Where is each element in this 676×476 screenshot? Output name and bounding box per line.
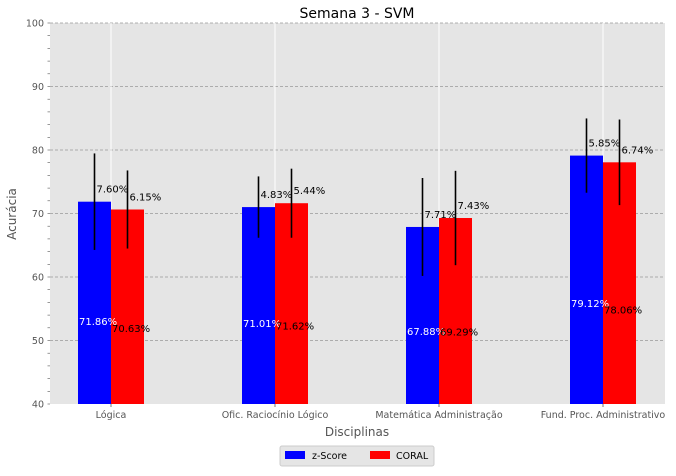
error-value-label: 7.60% [97, 185, 129, 196]
error-value-label: 5.85% [589, 139, 621, 150]
y-tick-label: 40 [32, 400, 44, 411]
bar-value-label: 67.88% [407, 327, 445, 338]
chart-title: Semana 3 - SVM [299, 6, 414, 22]
x-axis-label: Disciplinas [325, 425, 389, 439]
error-value-label: 7.43% [458, 201, 490, 212]
bar-value-label: 79.12% [571, 299, 609, 310]
x-tick-label: Matemática Administração [375, 410, 502, 421]
data-labels-layer: 71.86% 7.60% 71.01% 4.83% 67.88% 7.71% 79.12% 5… [79, 139, 653, 339]
y-axis-label: Acurácia [5, 188, 19, 240]
x-tick-label: Fund. Proc. Administrativo [541, 410, 666, 421]
legend: z-Score CORAL [279, 445, 435, 467]
legend-swatch-z-score [285, 451, 305, 459]
bar-value-label: 71.86% [79, 317, 117, 328]
bar-value-label: 78.06% [604, 306, 642, 317]
bars-layer [78, 155, 636, 404]
y-tick-label: 50 [32, 336, 44, 347]
bar-value-label: 71.62% [276, 322, 314, 333]
legend-box [279, 445, 435, 467]
error-bars-layer [93, 118, 621, 276]
error-value-label: 5.44% [294, 186, 326, 197]
bar-z-score [570, 155, 603, 404]
legend-label-coral: CORAL [396, 451, 429, 462]
bar-value-label: 71.01% [243, 319, 281, 330]
bar-value-label: 70.63% [112, 324, 150, 335]
bar-value-label: 69.29% [440, 327, 478, 338]
legend-label-z-score: z-Score [312, 451, 347, 462]
y-tick-label: 100 [26, 19, 44, 30]
bar-z-score [242, 207, 275, 404]
error-value-label: 6.15% [130, 192, 162, 203]
y-tick-label: 60 [32, 273, 44, 284]
legend-swatch-coral [370, 451, 390, 459]
error-value-label: 6.74% [622, 145, 654, 156]
error-value-label: 4.83% [261, 190, 293, 201]
x-tick-label: Ofic. Raciocínio Lógico [222, 410, 329, 421]
y-tick-label: 90 [32, 82, 44, 93]
y-tick-label: 80 [32, 146, 44, 157]
axis-layer: 40 50 60 70 80 90 100 Lógica Ofic. Raciocínio Ló… [26, 19, 666, 422]
y-tick-label: 70 [32, 209, 44, 220]
error-value-label: 7.71% [425, 210, 457, 221]
x-tick-label: Lógica [96, 410, 127, 421]
